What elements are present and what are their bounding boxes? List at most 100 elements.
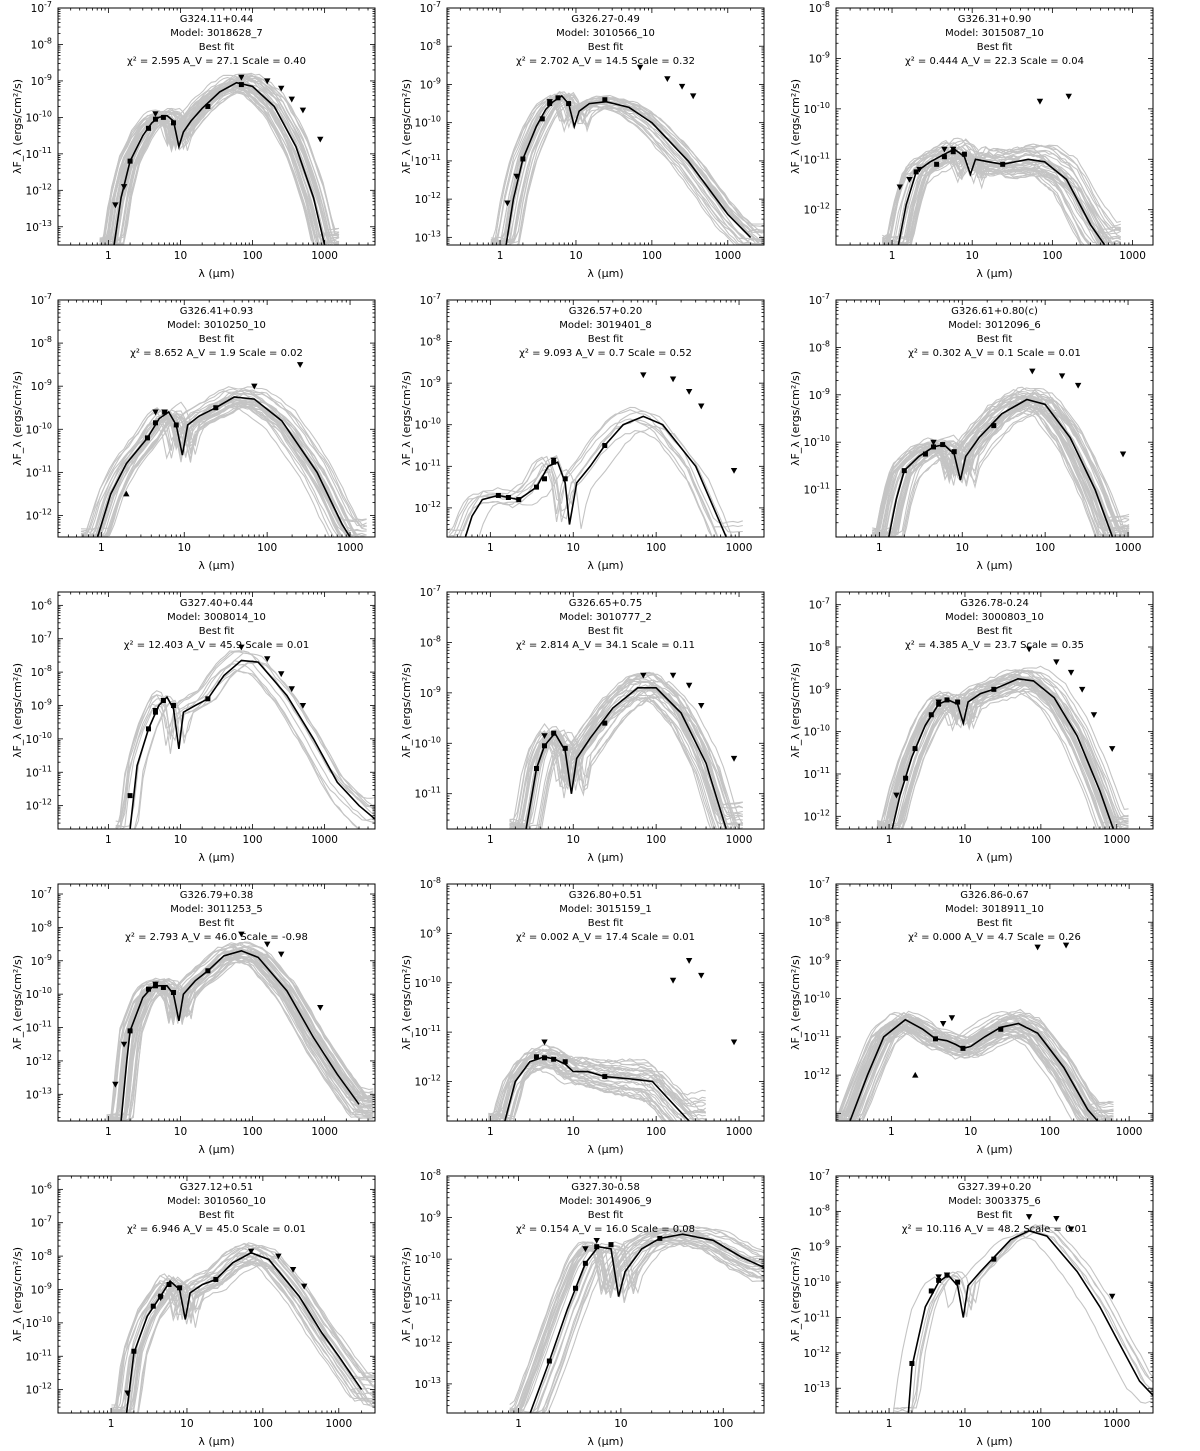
x-tick-label: 100 [646, 542, 666, 554]
model-name: Model: 3010250_10 [167, 320, 266, 331]
fit-label: Best fit [588, 334, 624, 345]
grey-model-fits [509, 671, 744, 829]
grey-model-curve [116, 90, 326, 245]
grey-model-curve [509, 95, 764, 245]
x-tick-label: 1 [108, 1418, 115, 1430]
grey-model-curve [836, 1021, 1094, 1121]
fit-annotation: G326.61+0.80(c) Model: 3012096_6 Best fit χ… [908, 306, 1081, 359]
sed-panel-g326-80-0-51: 1 10 100 1000 λ (μm) 10-12 10-11 10-10 10-9 10-8 λ… [400, 876, 765, 1156]
x-tick-label: 1 [876, 542, 883, 554]
y-tick-label: 10-12 [415, 500, 441, 515]
best-fit-line [113, 81, 326, 245]
fit-annotation: G326.31+0.90 Model: 3015087_10 Best fit χ² … [905, 14, 1084, 67]
data-point [533, 1054, 539, 1060]
plot-area [111, 1242, 375, 1413]
grey-model-curve [881, 137, 1121, 239]
y-tick-label: 10-8 [420, 1168, 441, 1183]
sed-panel-g326-27-0-49: 1 10 100 1000 λ (μm) 10-13 10-12 10-11 10-10 10-9… [400, 0, 765, 280]
fit-annotation: G327.12+0.51 Model: 3010560_10 Best fit χ² … [127, 1182, 306, 1235]
y-tick-label: 10-13 [415, 229, 441, 244]
x-tick-label: 10 [567, 1126, 580, 1138]
y-axis: 10-12 10-11 10-10 10-9 10-8 10-7 λF_λ (ergs/cm… [789, 597, 1153, 827]
grey-model-curve [106, 949, 374, 1121]
data-point [991, 423, 997, 429]
source-name: G326.79+0.38 [180, 890, 253, 901]
data-point [127, 793, 133, 799]
grey-model-curve [527, 695, 736, 829]
sed-panel-g327-30-0-58: 1 10 100 λ (μm) 10-13 10-12 10-11 10-10 10-9 10-8… [400, 1168, 765, 1448]
best-fit-line [129, 659, 375, 829]
lower-limit-point [123, 490, 130, 497]
grey-model-fits [448, 406, 743, 537]
data-point [909, 1360, 915, 1366]
sed-panel-g326-41-0-93: 1 10 100 1000 λ (μm) 10-12 10-11 10-10 10-9 10-8 1… [11, 292, 376, 572]
upper-limit-point [1090, 712, 1098, 719]
data-point [602, 1074, 608, 1080]
grey-model-curve [106, 944, 374, 1121]
data-point [932, 1036, 938, 1042]
grey-model-curve [893, 1224, 1153, 1410]
x-tick-label: 1 [497, 250, 504, 262]
y-axis-label: λF_λ (ergs/cm²/s) [11, 663, 24, 758]
best-fit-line [907, 1229, 1153, 1413]
x-axis-label: λ (μm) [587, 851, 623, 864]
data-point [170, 702, 176, 708]
y-tick-label: 10-11 [26, 464, 52, 479]
y-axis: 10-12 10-11 10-10 10-9 10-8 10-7 10-6 λF_λ (erg… [11, 594, 375, 830]
upper-limit-point [689, 93, 697, 100]
grey-model-curve [872, 393, 1130, 532]
axes-frame [446, 299, 765, 538]
y-tick-label: 10-7 [31, 1215, 52, 1230]
grey-model-fits [892, 1224, 1153, 1413]
data-point [922, 451, 928, 457]
y-tick-label: 10-7 [809, 292, 830, 307]
upper-limit-point [296, 362, 304, 368]
upper-limit-point [893, 792, 900, 799]
x-tick-label: 1000 [726, 834, 753, 846]
plot-area [106, 931, 374, 1121]
grey-model-curve [106, 948, 374, 1121]
x-tick-label: 10 [614, 1418, 627, 1430]
grey-model-curve [910, 1227, 1153, 1413]
x-tick-label: 10 [180, 1418, 193, 1430]
data-point [562, 745, 568, 751]
grey-model-curve [876, 669, 1129, 826]
upper-limit-point [1029, 368, 1036, 375]
grey-model-curve [882, 146, 1121, 245]
upper-limit-point [669, 977, 677, 984]
upper-limit-point [541, 733, 548, 740]
data-point [131, 1348, 137, 1354]
data-point [930, 444, 936, 450]
y-axis-label: λF_λ (ergs/cm²/s) [789, 1247, 802, 1342]
y-tick-label: 10-8 [420, 634, 441, 649]
grey-model-curve [106, 948, 374, 1121]
data-point [160, 984, 166, 990]
grey-model-curve [115, 650, 375, 828]
upper-limit-point [930, 439, 937, 446]
upper-limit-point [124, 1390, 131, 1397]
upper-limit-point [289, 1266, 297, 1273]
fit-annotation: G326.41+0.93 Model: 3010250_10 Best fit χ² … [130, 306, 303, 359]
data-point [127, 1028, 133, 1034]
y-tick-label: 10-12 [804, 808, 830, 823]
y-tick-label: 10-10 [804, 991, 830, 1006]
x-tick-label: 1 [888, 1126, 895, 1138]
axes-frame [446, 591, 765, 830]
upper-limit-point [504, 200, 511, 207]
data-point [152, 116, 158, 122]
data-point [913, 169, 919, 175]
fit-annotation: G326.79+0.38 Model: 3011253_5 Best fit χ² =… [125, 890, 308, 943]
x-axis: 1 10 100 1000 λ (μm) [57, 592, 376, 864]
grey-model-curve [509, 689, 726, 829]
x-tick-label: 1000 [311, 834, 338, 846]
upper-limit-point [593, 1237, 600, 1244]
grey-model-curve [836, 1011, 1114, 1114]
data-point [213, 1276, 219, 1282]
upper-limit-point [152, 111, 159, 118]
grey-model-curve [898, 153, 1099, 245]
grey-model-curve [108, 81, 340, 245]
fit-statistics: χ² = 0.302 A_V = 0.1 Scale = 0.01 [908, 348, 1081, 359]
upper-limit-point [939, 1021, 947, 1027]
y-tick-label: 10-11 [804, 1309, 830, 1324]
